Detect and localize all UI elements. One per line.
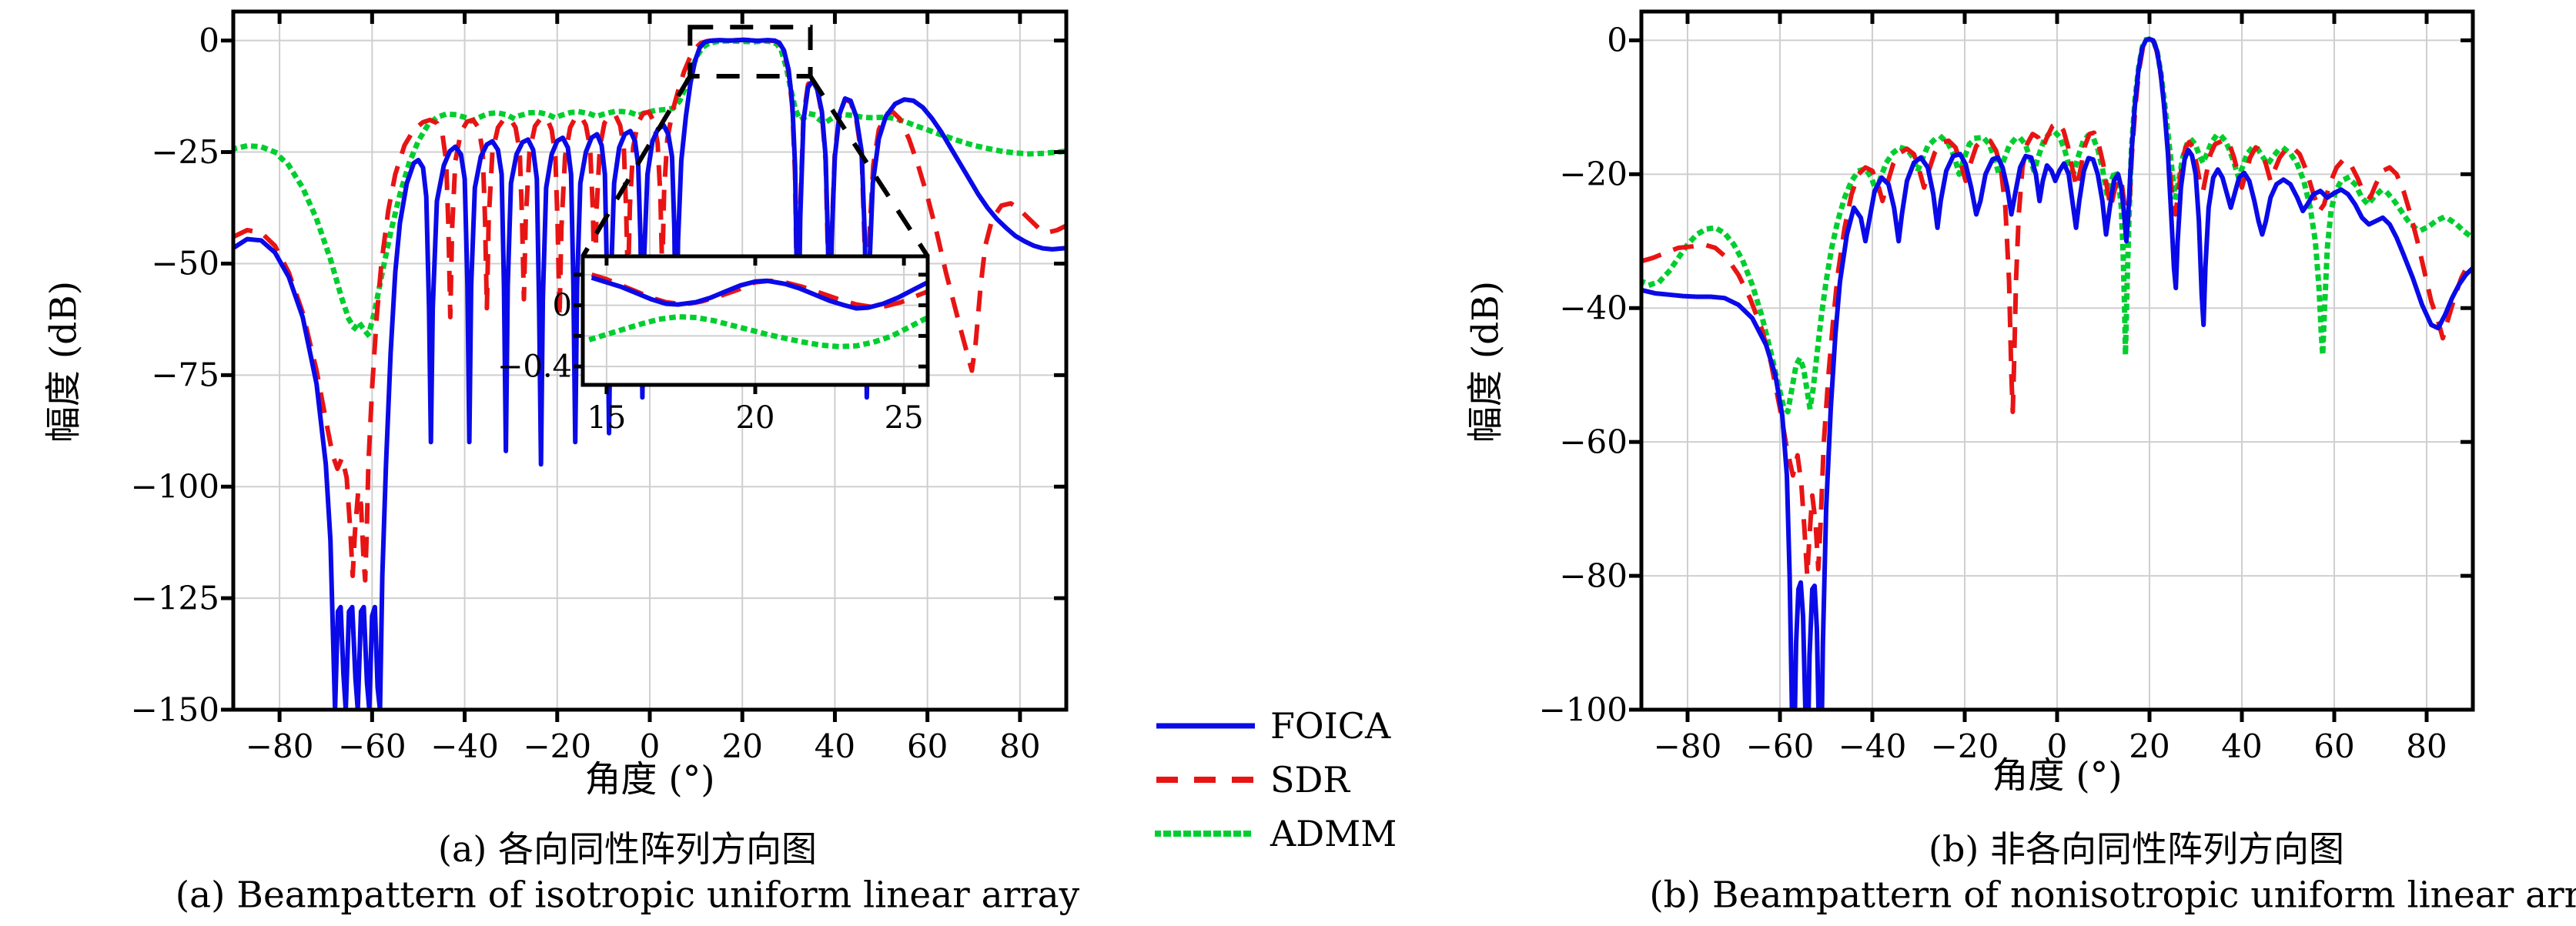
x-tick-label: −40 (1838, 727, 1907, 765)
legend-item-admm: ADMM (1155, 807, 1397, 861)
y-tick-label: −50 (151, 245, 219, 282)
right-caption-en: (b) Beampattern of nonisotropic uniform … (1649, 874, 2576, 917)
x-tick-label: 60 (907, 727, 948, 765)
x-tick-label: −20 (523, 727, 591, 765)
y-tick-label: −75 (151, 356, 219, 394)
series-group (588, 272, 928, 349)
foica-line-sample (1156, 723, 1255, 729)
y-tick-label: −125 (131, 579, 219, 617)
sdr-line-sample (1156, 777, 1255, 783)
left-plot: −80 −60 −40 −20 0 20 40 60 80 0 −25 −50 −75 −100 −125 −… (131, 9, 1069, 765)
x-tick-label: −80 (1654, 727, 1722, 765)
x-tick-label: −80 (246, 727, 314, 765)
legend-label-sdr: SDR (1270, 759, 1350, 801)
legend-item-foica: FOICA (1155, 699, 1397, 753)
x-tick-label: −60 (1746, 727, 1815, 765)
series-foica (233, 37, 1066, 710)
series-group (233, 37, 1066, 710)
series-foica (590, 275, 928, 311)
zoom-region-rect (687, 25, 813, 79)
x-tick-label: 60 (2313, 727, 2354, 765)
y-tick-label: −60 (1559, 423, 1628, 460)
y-tick-label: −100 (1539, 690, 1628, 728)
x-tick-label: 15 (587, 400, 626, 436)
y-tick-label: −25 (151, 133, 219, 171)
left-caption-zh: (a) 各向同性阵列方向图 (438, 828, 817, 870)
left-caption-en: (a) Beampattern of isotropic uniform lin… (175, 874, 1080, 917)
x-tick-label: 0 (640, 727, 661, 765)
right-plot: −80 −60 −40 −20 0 20 40 60 80 0 −20 −40 −60 −80 −100 (1539, 9, 2475, 765)
right-caption-zh: (b) 非各向同性阵列方向图 (1929, 828, 2344, 870)
legend-item-sdr: SDR (1155, 753, 1397, 807)
x-tick-label: 80 (999, 727, 1040, 765)
y-tick-label: −40 (1559, 289, 1628, 327)
legend: FOICA SDR ADMM (1155, 699, 1397, 861)
zoom-leader-left (580, 75, 692, 258)
left-inset-plot: 15 20 25 0 −0.4 (497, 254, 930, 436)
y-tick-label: 0 (1607, 22, 1628, 59)
series-group (1641, 36, 2473, 710)
x-tick-label: −60 (338, 727, 406, 765)
y-tick-label: −20 (1559, 155, 1628, 193)
x-tick-label: −40 (430, 727, 499, 765)
x-tick-label: 25 (885, 400, 924, 436)
y-tick-label: 0 (199, 22, 219, 59)
y-tick-label: −80 (1559, 557, 1628, 594)
left-y-axis-title: 幅度 (dB) (42, 280, 85, 443)
x-tick-label: 40 (815, 727, 855, 765)
right-y-axis-title: 幅度 (dB) (1464, 280, 1507, 443)
left-x-axis-title: 角度 (°) (584, 758, 715, 801)
y-tick-label: −150 (131, 690, 219, 728)
x-tick-label: 20 (721, 727, 762, 765)
x-tick-label: −20 (1931, 727, 1999, 765)
zoom-leader-right (808, 75, 930, 258)
y-tick-label: −100 (131, 468, 219, 506)
legend-label-admm: ADMM (1270, 813, 1397, 854)
x-tick-label: 80 (2406, 727, 2447, 765)
x-tick-label: 20 (736, 400, 775, 436)
x-tick-label: 40 (2221, 727, 2262, 765)
x-tick-label: 20 (2129, 727, 2170, 765)
series-foica (1641, 36, 2473, 710)
y-tick-label: 0 (553, 288, 572, 323)
y-tick-label: −0.4 (497, 349, 572, 385)
x-tick-label: 0 (2047, 727, 2068, 765)
right-x-axis-title: 角度 (°) (1992, 754, 2123, 797)
legend-label-foica: FOICA (1270, 705, 1391, 747)
admm-line-sample (1155, 831, 1256, 837)
series-sdr (1641, 36, 2473, 579)
